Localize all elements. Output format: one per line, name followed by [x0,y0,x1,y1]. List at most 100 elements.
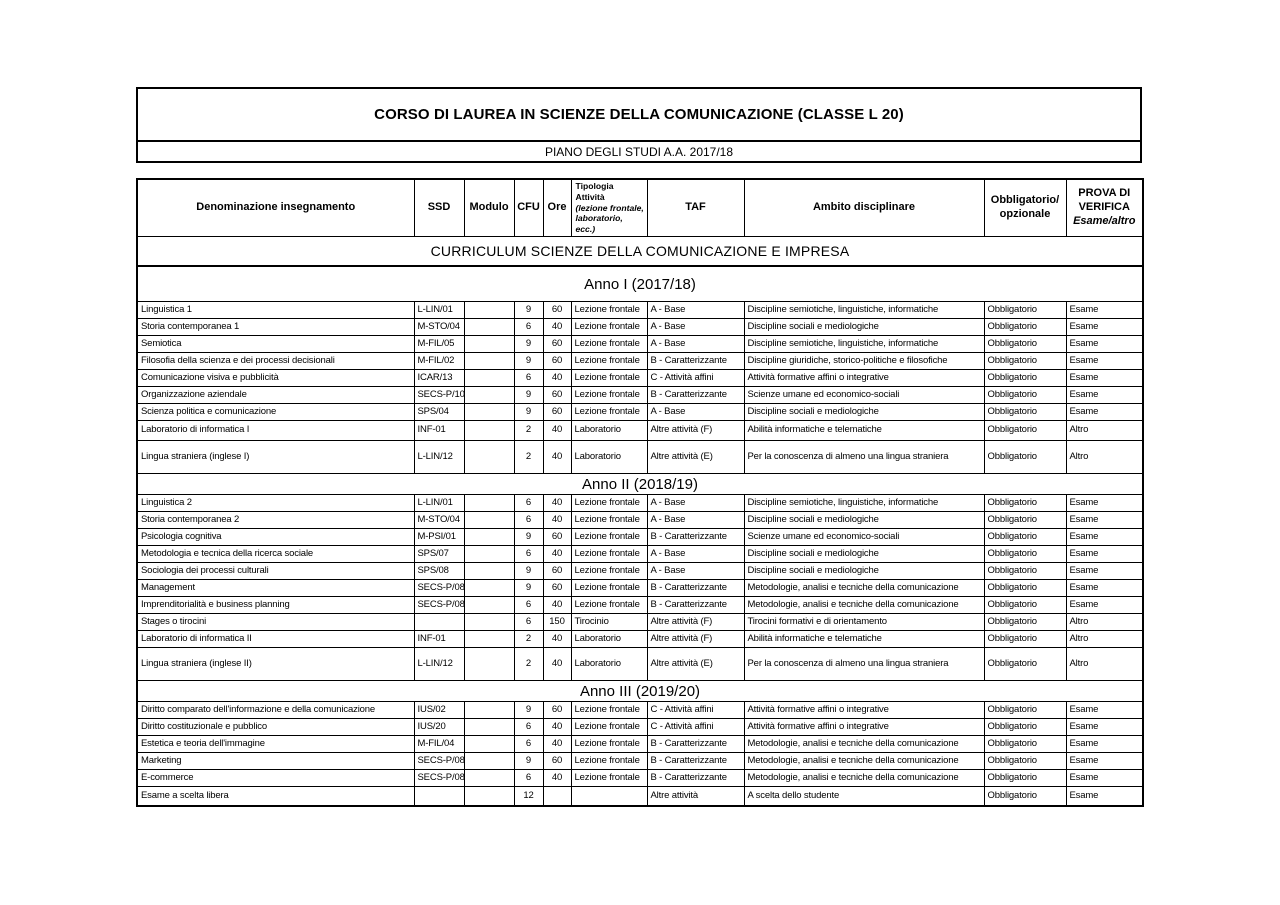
cell-ore: 60 [542,528,572,546]
cell-tipologia: Lezione frontale [570,579,648,597]
section-header-row: Anno III (2019/20) [136,680,1144,702]
cell-taf: A - Base [646,301,745,319]
cell-taf: A - Base [646,545,745,563]
cell-obbligatorio: Obbligatorio [983,647,1067,681]
cell-tipologia: Lezione frontale [570,403,648,421]
cell-prova: Esame [1065,352,1144,370]
table-row: Estetica e teoria dell'immagine M-FIL/04 6… [136,735,1144,753]
cell-obbligatorio: Obbligatorio [983,630,1067,648]
cell-ore: 40 [542,420,572,441]
table-row: Diritto costituzionale e pubblico IUS/20 6… [136,718,1144,736]
col-header-prova: PROVA DI VERIFICA Esame/altro [1065,178,1144,237]
cell-prova: Esame [1065,769,1144,787]
tipologia-header-title: Tipologia Attività [575,181,614,202]
cell-cfu: 9 [513,301,544,319]
cell-modulo [463,701,515,719]
cell-ambito: Scienze umane ed economico-sociali [743,386,985,404]
cell-cfu: 9 [513,403,544,421]
cell-ssd: SECS-P/08 [413,752,465,770]
table-row: Esame a scelta libera 12 Altre attività A s… [136,786,1144,806]
cell-cfu: 2 [513,420,544,441]
cell-denominazione: Estetica e teoria dell'immagine [136,735,415,753]
cell-modulo [463,440,515,474]
cell-cfu: 9 [513,352,544,370]
cell-modulo [463,613,515,631]
cell-ambito: Metodologie, analisi e tecniche della co… [743,735,985,753]
cell-taf: B - Caratterizzante [646,579,745,597]
cell-ambito: Per la conoscenza di almeno una lingua s… [743,440,985,474]
cell-denominazione: Imprenditorialità e business planning [136,596,415,614]
cell-tipologia: Lezione frontale [570,735,648,753]
cell-taf: Altre attività (F) [646,420,745,441]
cell-modulo [463,647,515,681]
cell-tipologia: Laboratorio [570,420,648,441]
cell-tipologia: Lezione frontale [570,301,648,319]
cell-obbligatorio: Obbligatorio [983,545,1067,563]
table-row: Management SECS-P/08 9 60 Lezione frontale B … [136,579,1144,597]
cell-ssd: M-STO/04 [413,511,465,529]
cell-ssd: L-LIN/12 [413,647,465,681]
cell-tipologia: Lezione frontale [570,352,648,370]
cell-ssd: SPS/04 [413,403,465,421]
cell-tipologia: Lezione frontale [570,369,648,387]
cell-denominazione: Stages o tirocini [136,613,415,631]
cell-ssd: L-LIN/01 [413,301,465,319]
cell-modulo [463,511,515,529]
col-header-modulo: Modulo [463,178,515,237]
cell-ambito: Scienze umane ed economico-sociali [743,528,985,546]
cell-ssd: IUS/20 [413,718,465,736]
cell-taf: A - Base [646,562,745,580]
cell-denominazione: Lingua straniera (inglese I) [136,440,415,474]
cell-ssd: INF-01 [413,630,465,648]
cell-obbligatorio: Obbligatorio [983,403,1067,421]
section-title: Anno II (2018/19) [136,473,1144,495]
table-row: Storia contemporanea 2 M-STO/04 6 40 Lezione… [136,511,1144,529]
cell-obbligatorio: Obbligatorio [983,528,1067,546]
table-row: Linguistica 1 L-LIN/01 9 60 Lezione frontale… [136,301,1144,319]
cell-obbligatorio: Obbligatorio [983,579,1067,597]
cell-obbligatorio: Obbligatorio [983,301,1067,319]
cell-modulo [463,596,515,614]
table-row: Metodologia e tecnica della ricerca soci… [136,545,1144,563]
table-row: Laboratorio di informatica I INF-01 2 40 Lab… [136,420,1144,441]
cell-obbligatorio: Obbligatorio [983,613,1067,631]
cell-modulo [463,786,515,806]
table-row: Storia contemporanea 1 M-STO/04 6 40 Lezione… [136,318,1144,336]
cell-obbligatorio: Obbligatorio [983,386,1067,404]
study-plan-table: Denominazione insegnamento SSD Modulo CF… [136,178,1144,807]
cell-tipologia: Lezione frontale [570,545,648,563]
cell-ssd: L-LIN/01 [413,494,465,512]
cell-modulo [463,494,515,512]
table-row: Laboratorio di informatica II INF-01 2 40 La… [136,630,1144,648]
cell-denominazione: Psicologia cognitiva [136,528,415,546]
cell-ssd: IUS/02 [413,701,465,719]
cell-prova: Esame [1065,752,1144,770]
cell-cfu: 6 [513,613,544,631]
col-header-taf: TAF [646,178,745,237]
cell-tipologia: Lezione frontale [570,511,648,529]
cell-cfu: 2 [513,440,544,474]
cell-tipologia: Lezione frontale [570,386,648,404]
cell-modulo [463,420,515,441]
cell-modulo [463,335,515,353]
cell-denominazione: Linguistica 2 [136,494,415,512]
cell-ore: 40 [542,769,572,787]
cell-prova: Esame [1065,301,1144,319]
table-row: Lingua straniera (inglese I) L-LIN/12 2 40 L… [136,440,1144,474]
cell-denominazione: Diritto costituzionale e pubblico [136,718,415,736]
cell-ore: 40 [542,369,572,387]
cell-obbligatorio: Obbligatorio [983,511,1067,529]
cell-ambito: Discipline semiotiche, linguistiche, inf… [743,335,985,353]
cell-taf: B - Caratterizzante [646,352,745,370]
cell-ambito: Attività formative affini o integrative [743,369,985,387]
cell-taf: Altre attività (E) [646,647,745,681]
table-row: Lingua straniera (inglese II) L-LIN/12 2 40… [136,647,1144,681]
cell-ssd: ICAR/13 [413,369,465,387]
cell-cfu: 6 [513,494,544,512]
cell-ambito: Discipline sociali e mediologiche [743,403,985,421]
cell-modulo [463,301,515,319]
table-row: Filosofia della scienza e dei processi d… [136,352,1144,370]
table-row: Comunicazione visiva e pubblicità ICAR/13… [136,369,1144,387]
cell-ssd [413,786,465,806]
cell-taf: Altre attività (F) [646,613,745,631]
